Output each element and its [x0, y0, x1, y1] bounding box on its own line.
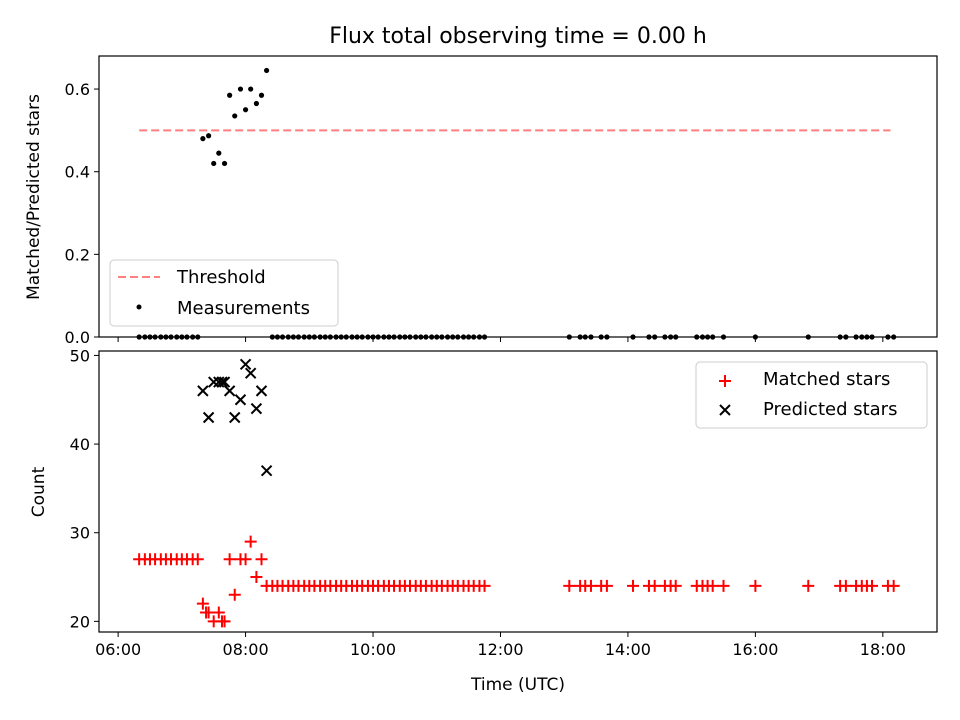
top-legend: Threshold Measurements — [110, 260, 338, 326]
top-y-tick-label: 0.2 — [65, 245, 90, 264]
measurement-point — [206, 133, 211, 138]
x-tick-label: 16:00 — [732, 640, 778, 659]
bottom-y-tick-label: 50 — [70, 346, 90, 365]
bottom-legend: Matched stars Predicted stars — [696, 362, 927, 428]
measurements-legend-swatch — [137, 305, 142, 310]
measurement-point — [222, 161, 227, 166]
measurement-point — [264, 68, 269, 73]
measurement-point — [211, 161, 216, 166]
bottom-y-tick-label: 30 — [70, 524, 90, 543]
measurement-point — [259, 93, 264, 98]
measurement-point — [243, 107, 248, 112]
figure-background — [0, 0, 960, 720]
measurement-point — [232, 113, 237, 118]
x-tick-label: 10:00 — [350, 640, 396, 659]
measurement-point — [227, 93, 232, 98]
x-tick-label: 18:00 — [860, 640, 906, 659]
matched-stars-legend-label: Matched stars — [763, 369, 890, 390]
chart-title: Flux total observing time = 0.00 h — [329, 24, 707, 49]
measurement-point — [238, 86, 243, 91]
top-y-axis-label: Matched/Predicted stars — [24, 94, 44, 300]
top-y-tick-label: 0.4 — [65, 163, 90, 182]
x-axis-label: Time (UTC) — [470, 675, 565, 695]
measurements-legend-label: Measurements — [177, 298, 310, 319]
x-tick-label: 06:00 — [95, 640, 141, 659]
threshold-legend-label: Threshold — [176, 267, 266, 288]
predicted-stars-legend-label: Predicted stars — [763, 399, 897, 420]
measurement-point — [200, 136, 205, 141]
x-tick-label: 08:00 — [223, 640, 269, 659]
measurement-point — [254, 101, 259, 106]
bottom-y-tick-label: 20 — [70, 612, 90, 631]
top-y-tick-label: 0.0 — [65, 328, 90, 347]
bottom-y-axis-label: Count — [29, 466, 49, 517]
bottom-y-tick-label: 40 — [70, 435, 90, 454]
top-y-tick-label: 0.6 — [65, 80, 90, 99]
measurement-point — [248, 86, 253, 91]
x-tick-label: 14:00 — [605, 640, 651, 659]
x-tick-label: 12:00 — [477, 640, 523, 659]
measurement-point — [216, 151, 221, 156]
figure: Flux total observing time = 0.00 h 0.0 0.… — [0, 0, 960, 720]
